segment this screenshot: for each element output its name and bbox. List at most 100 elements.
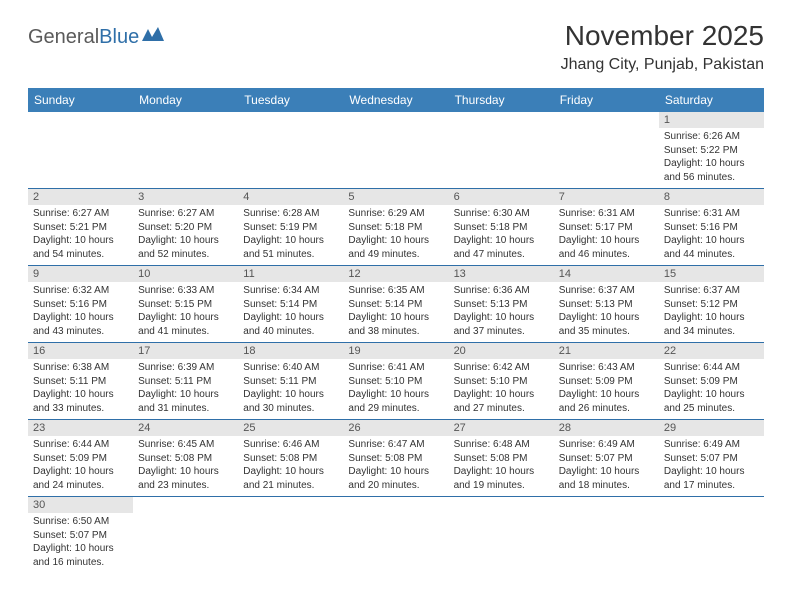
day-content: Sunrise: 6:49 AMSunset: 5:07 PMDaylight:…: [554, 436, 659, 496]
sunset-text: Sunset: 5:14 PM: [243, 298, 338, 312]
daylight-text: Daylight: 10 hours and 16 minutes.: [33, 542, 128, 569]
day-content: Sunrise: 6:33 AMSunset: 5:15 PMDaylight:…: [133, 282, 238, 342]
day-cell: 18Sunrise: 6:40 AMSunset: 5:11 PMDayligh…: [238, 343, 343, 420]
sunrise-text: Sunrise: 6:37 AM: [664, 284, 759, 298]
day-number: 4: [238, 189, 343, 205]
empty-cell: [659, 497, 764, 574]
day-number: 20: [449, 343, 554, 359]
day-number: 26: [343, 420, 448, 436]
sunrise-text: Sunrise: 6:37 AM: [559, 284, 654, 298]
day-content: Sunrise: 6:41 AMSunset: 5:10 PMDaylight:…: [343, 359, 448, 419]
sunset-text: Sunset: 5:07 PM: [664, 452, 759, 466]
calendar-row: 16Sunrise: 6:38 AMSunset: 5:11 PMDayligh…: [28, 343, 764, 420]
day-content: Sunrise: 6:27 AMSunset: 5:21 PMDaylight:…: [28, 205, 133, 265]
day-number: 12: [343, 266, 448, 282]
day-content: Sunrise: 6:44 AMSunset: 5:09 PMDaylight:…: [28, 436, 133, 496]
sunrise-text: Sunrise: 6:31 AM: [664, 207, 759, 221]
day-number: 3: [133, 189, 238, 205]
day-content: Sunrise: 6:48 AMSunset: 5:08 PMDaylight:…: [449, 436, 554, 496]
title-block: November 2025 Jhang City, Punjab, Pakist…: [561, 20, 764, 74]
day-content: Sunrise: 6:37 AMSunset: 5:12 PMDaylight:…: [659, 282, 764, 342]
day-content: Sunrise: 6:40 AMSunset: 5:11 PMDaylight:…: [238, 359, 343, 419]
day-cell: 24Sunrise: 6:45 AMSunset: 5:08 PMDayligh…: [133, 420, 238, 497]
daylight-text: Daylight: 10 hours and 19 minutes.: [454, 465, 549, 492]
sunset-text: Sunset: 5:09 PM: [33, 452, 128, 466]
day-number: 21: [554, 343, 659, 359]
sunrise-text: Sunrise: 6:32 AM: [33, 284, 128, 298]
daylight-text: Daylight: 10 hours and 31 minutes.: [138, 388, 233, 415]
day-number: 2: [28, 189, 133, 205]
calendar-row: 9Sunrise: 6:32 AMSunset: 5:16 PMDaylight…: [28, 266, 764, 343]
day-number: 7: [554, 189, 659, 205]
day-cell: 12Sunrise: 6:35 AMSunset: 5:14 PMDayligh…: [343, 266, 448, 343]
day-cell: 4Sunrise: 6:28 AMSunset: 5:19 PMDaylight…: [238, 189, 343, 266]
sunset-text: Sunset: 5:16 PM: [33, 298, 128, 312]
day-cell: 19Sunrise: 6:41 AMSunset: 5:10 PMDayligh…: [343, 343, 448, 420]
sunset-text: Sunset: 5:14 PM: [348, 298, 443, 312]
daylight-text: Daylight: 10 hours and 35 minutes.: [559, 311, 654, 338]
day-number: 22: [659, 343, 764, 359]
sunset-text: Sunset: 5:11 PM: [243, 375, 338, 389]
weekday-header: Tuesday: [238, 88, 343, 112]
day-content: Sunrise: 6:29 AMSunset: 5:18 PMDaylight:…: [343, 205, 448, 265]
sunrise-text: Sunrise: 6:28 AM: [243, 207, 338, 221]
day-cell: 26Sunrise: 6:47 AMSunset: 5:08 PMDayligh…: [343, 420, 448, 497]
sunset-text: Sunset: 5:08 PM: [138, 452, 233, 466]
day-number: 16: [28, 343, 133, 359]
day-cell: 6Sunrise: 6:30 AMSunset: 5:18 PMDaylight…: [449, 189, 554, 266]
sunset-text: Sunset: 5:13 PM: [454, 298, 549, 312]
daylight-text: Daylight: 10 hours and 17 minutes.: [664, 465, 759, 492]
daylight-text: Daylight: 10 hours and 43 minutes.: [33, 311, 128, 338]
daylight-text: Daylight: 10 hours and 25 minutes.: [664, 388, 759, 415]
sunset-text: Sunset: 5:12 PM: [664, 298, 759, 312]
sunrise-text: Sunrise: 6:41 AM: [348, 361, 443, 375]
daylight-text: Daylight: 10 hours and 30 minutes.: [243, 388, 338, 415]
sunset-text: Sunset: 5:21 PM: [33, 221, 128, 235]
weekday-header-row: SundayMondayTuesdayWednesdayThursdayFrid…: [28, 88, 764, 112]
sunrise-text: Sunrise: 6:49 AM: [664, 438, 759, 452]
sunset-text: Sunset: 5:18 PM: [348, 221, 443, 235]
daylight-text: Daylight: 10 hours and 41 minutes.: [138, 311, 233, 338]
sunrise-text: Sunrise: 6:30 AM: [454, 207, 549, 221]
day-cell: 22Sunrise: 6:44 AMSunset: 5:09 PMDayligh…: [659, 343, 764, 420]
day-content: Sunrise: 6:37 AMSunset: 5:13 PMDaylight:…: [554, 282, 659, 342]
sunset-text: Sunset: 5:07 PM: [559, 452, 654, 466]
sunrise-text: Sunrise: 6:47 AM: [348, 438, 443, 452]
daylight-text: Daylight: 10 hours and 44 minutes.: [664, 234, 759, 261]
day-number: 13: [449, 266, 554, 282]
weekday-header: Friday: [554, 88, 659, 112]
day-number: 30: [28, 497, 133, 513]
day-number: 1: [659, 112, 764, 128]
day-number: 25: [238, 420, 343, 436]
sunrise-text: Sunrise: 6:26 AM: [664, 130, 759, 144]
day-number: 10: [133, 266, 238, 282]
empty-cell: [449, 497, 554, 574]
day-cell: 17Sunrise: 6:39 AMSunset: 5:11 PMDayligh…: [133, 343, 238, 420]
logo-text-blue: Blue: [99, 26, 139, 49]
day-cell: 27Sunrise: 6:48 AMSunset: 5:08 PMDayligh…: [449, 420, 554, 497]
flag-icon: [142, 26, 164, 49]
empty-cell: [343, 497, 448, 574]
day-content: Sunrise: 6:44 AMSunset: 5:09 PMDaylight:…: [659, 359, 764, 419]
sunrise-text: Sunrise: 6:27 AM: [33, 207, 128, 221]
sunset-text: Sunset: 5:15 PM: [138, 298, 233, 312]
day-number: 18: [238, 343, 343, 359]
day-cell: 14Sunrise: 6:37 AMSunset: 5:13 PMDayligh…: [554, 266, 659, 343]
day-cell: 25Sunrise: 6:46 AMSunset: 5:08 PMDayligh…: [238, 420, 343, 497]
day-content: Sunrise: 6:27 AMSunset: 5:20 PMDaylight:…: [133, 205, 238, 265]
day-content: Sunrise: 6:30 AMSunset: 5:18 PMDaylight:…: [449, 205, 554, 265]
empty-cell: [133, 497, 238, 574]
daylight-text: Daylight: 10 hours and 18 minutes.: [559, 465, 654, 492]
day-cell: 21Sunrise: 6:43 AMSunset: 5:09 PMDayligh…: [554, 343, 659, 420]
day-number: 11: [238, 266, 343, 282]
sunset-text: Sunset: 5:10 PM: [454, 375, 549, 389]
day-content: Sunrise: 6:45 AMSunset: 5:08 PMDaylight:…: [133, 436, 238, 496]
day-number: 14: [554, 266, 659, 282]
daylight-text: Daylight: 10 hours and 52 minutes.: [138, 234, 233, 261]
empty-cell: [238, 112, 343, 189]
daylight-text: Daylight: 10 hours and 40 minutes.: [243, 311, 338, 338]
sunset-text: Sunset: 5:17 PM: [559, 221, 654, 235]
sunrise-text: Sunrise: 6:31 AM: [559, 207, 654, 221]
day-cell: 23Sunrise: 6:44 AMSunset: 5:09 PMDayligh…: [28, 420, 133, 497]
calendar-row: 30Sunrise: 6:50 AMSunset: 5:07 PMDayligh…: [28, 497, 764, 574]
